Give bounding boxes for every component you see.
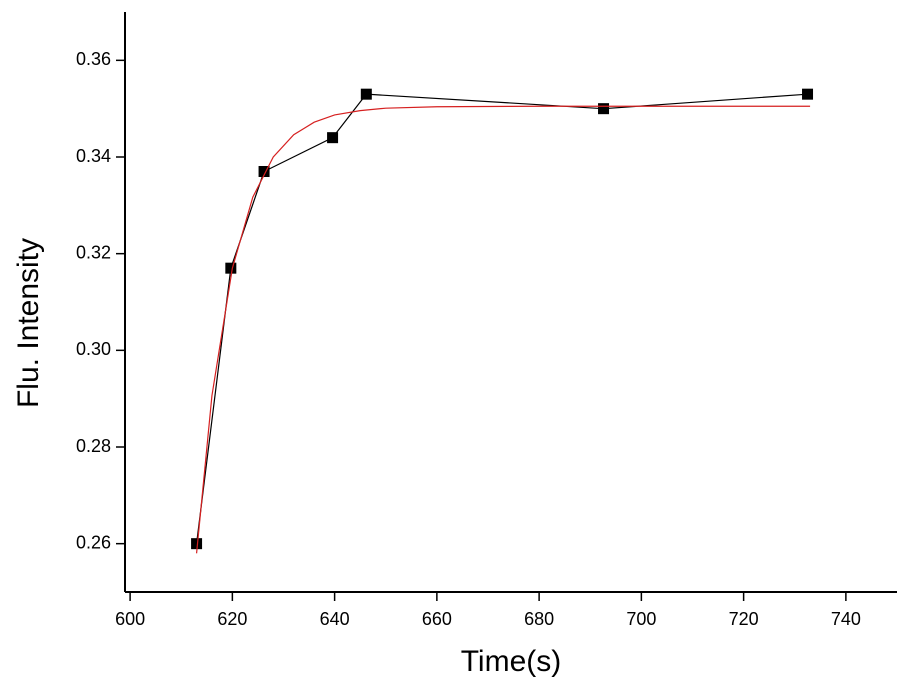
x-tick-label: 740 bbox=[831, 609, 861, 629]
y-tick-label: 0.26 bbox=[76, 532, 111, 552]
data-point bbox=[225, 262, 237, 274]
series-line bbox=[195, 93, 808, 544]
y-tick-label: 0.36 bbox=[76, 49, 111, 69]
data-point bbox=[360, 88, 372, 100]
x-tick-label: 720 bbox=[729, 609, 759, 629]
data-point bbox=[598, 103, 610, 115]
data-point bbox=[802, 88, 814, 100]
x-axis-title: Time(s) bbox=[461, 645, 562, 678]
series-line bbox=[195, 105, 811, 554]
y-tick-label: 0.32 bbox=[76, 242, 111, 262]
data-point bbox=[258, 166, 270, 177]
y-axis-title: Flu. Intensity bbox=[12, 238, 45, 408]
data-point bbox=[191, 538, 203, 550]
x-tick-label: 700 bbox=[626, 609, 656, 629]
data-point bbox=[327, 132, 339, 144]
x-tick-label: 620 bbox=[217, 609, 247, 629]
y-tick-label: 0.34 bbox=[76, 146, 111, 166]
x-tick-label: 660 bbox=[422, 609, 452, 629]
y-tick-label: 0.28 bbox=[76, 436, 111, 456]
x-tick-label: 680 bbox=[524, 609, 554, 629]
x-tick-label: 600 bbox=[115, 609, 145, 629]
y-tick-label: 0.30 bbox=[76, 339, 111, 359]
x-tick-label: 640 bbox=[320, 609, 350, 629]
